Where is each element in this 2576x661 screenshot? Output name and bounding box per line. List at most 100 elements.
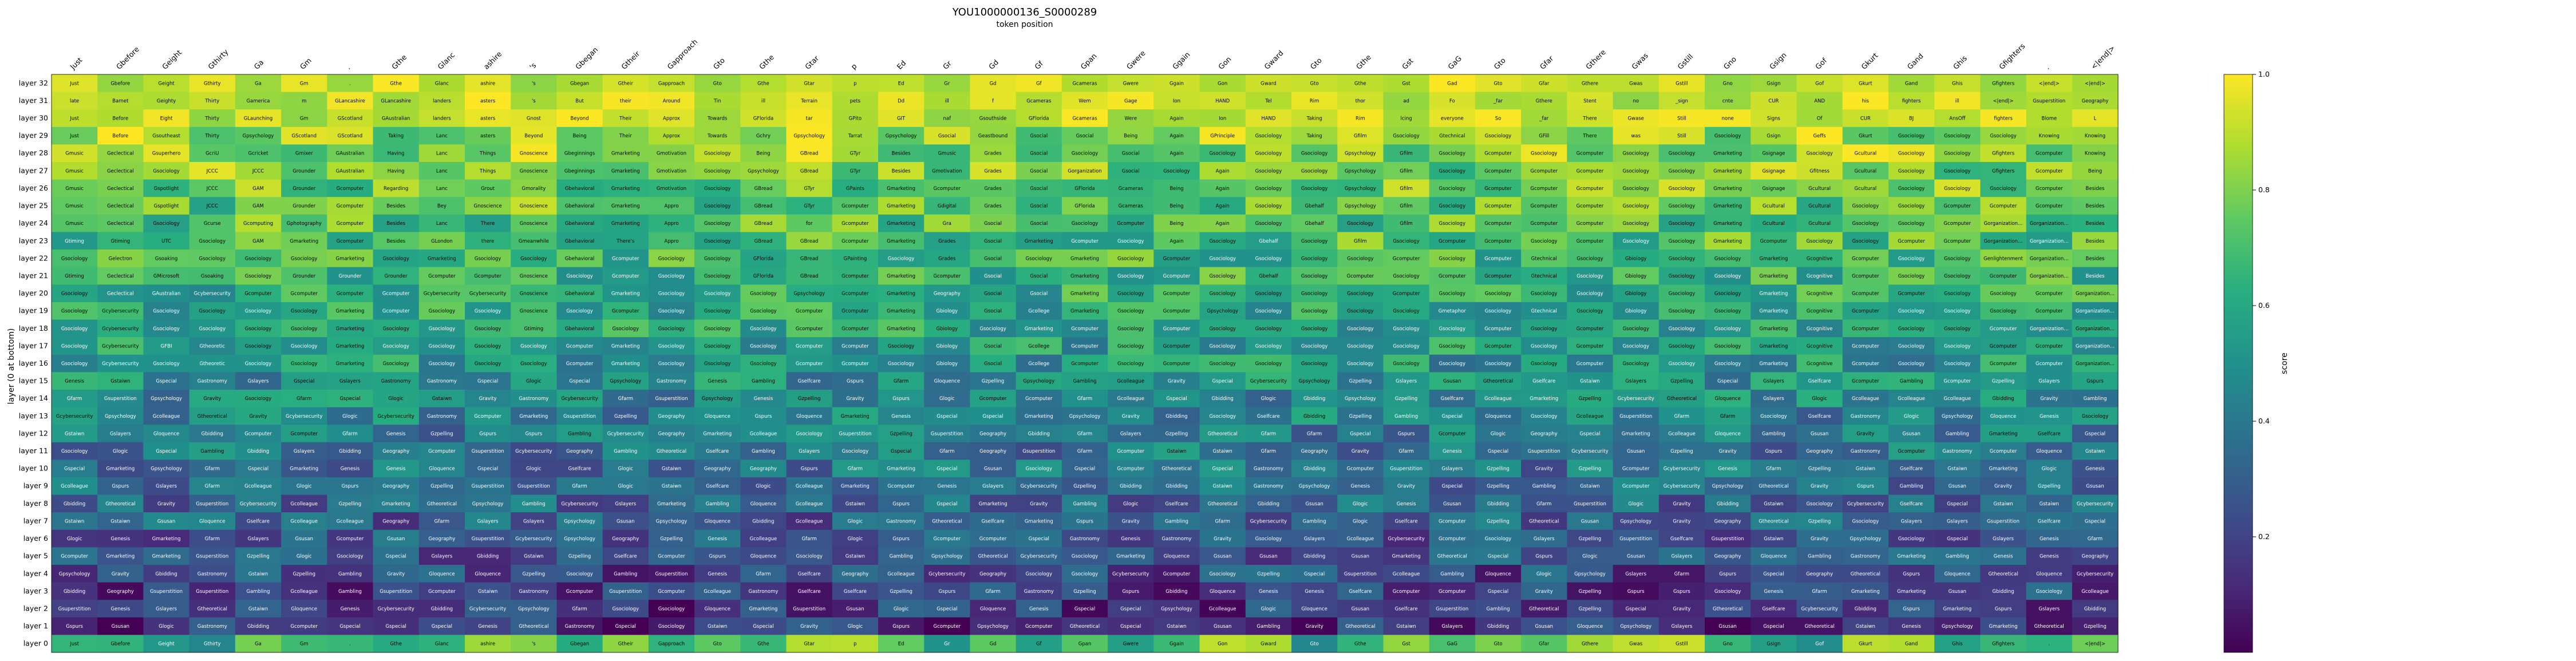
cell-label: Gto	[713, 642, 722, 647]
heatmap-cell	[1383, 232, 1430, 250]
cell-label: Gzpelling	[1579, 396, 1602, 402]
cell-label: Gpsychology	[1345, 186, 1376, 192]
heatmap-cell	[1980, 126, 2026, 145]
cell-label: Gsociology	[1301, 239, 1327, 244]
cell-label: Gcolleague	[750, 431, 777, 437]
heatmap-cell	[2026, 372, 2073, 390]
heatmap-cell	[281, 389, 327, 407]
cell-label: Gsociology	[520, 343, 547, 349]
heatmap-cell	[1245, 529, 1292, 548]
heatmap-cell	[924, 372, 970, 390]
cell-label: Gcomputer	[841, 239, 869, 244]
cell-label: Gsuperstition	[1344, 571, 1377, 577]
heatmap-cell	[235, 74, 282, 93]
heatmap-cell	[1429, 144, 1476, 163]
heatmap-cell	[1934, 425, 1981, 443]
cell-label: Gsusan	[1535, 624, 1553, 630]
cell-label: Grades	[938, 256, 956, 262]
heatmap-cell	[2026, 494, 2073, 513]
cell-label: Gsociology	[1669, 221, 1695, 227]
cell-label: Gambling	[1900, 484, 1923, 489]
heatmap-cell	[1199, 512, 1246, 531]
x-tick-label: Ghis	[1951, 54, 1969, 71]
heatmap-cell	[1567, 425, 1613, 443]
heatmap-cell	[1245, 442, 1292, 460]
heatmap-cell	[418, 319, 465, 338]
heatmap-cell	[2026, 126, 2073, 145]
heatmap-cell	[1016, 337, 1062, 355]
cell-label: Gloquence	[153, 431, 179, 437]
heatmap-cell	[786, 92, 833, 110]
cell-label: Gslayers	[156, 484, 177, 489]
heatmap-cell	[1796, 494, 1843, 513]
heatmap-cell	[970, 109, 1017, 128]
heatmap-cell	[1291, 460, 1338, 478]
heatmap-cell	[1245, 232, 1292, 250]
heatmap-cell	[786, 302, 833, 320]
heatmap-cell	[143, 126, 190, 145]
heatmap-cell	[832, 354, 879, 373]
cell-label: Gst	[1402, 642, 1411, 647]
heatmap-cell	[465, 547, 511, 565]
heatmap-cell	[52, 617, 98, 635]
heatmap-cell	[1567, 144, 1613, 163]
cell-label: Gloquence	[704, 606, 730, 612]
heatmap-cell	[1521, 179, 1567, 197]
heatmap-cell	[143, 372, 190, 390]
heatmap-cell	[1888, 477, 1935, 495]
heatmap-cell	[1199, 197, 1246, 215]
cell-label: Gspecial	[1304, 571, 1325, 577]
cell-label: Gtheoretical	[519, 624, 548, 630]
cell-label: Gsociology	[1347, 291, 1373, 297]
cell-label: Gloquence	[1761, 554, 1787, 560]
cell-label: Gcomputer	[1484, 168, 1512, 174]
cell-label: Grounder	[293, 274, 315, 279]
heatmap-cell	[189, 547, 236, 565]
cell-label: Gmarketing	[887, 239, 915, 244]
cell-label: Glogic	[1491, 431, 1506, 437]
cell-label: Gcameras	[1119, 186, 1144, 192]
heatmap-cell	[1796, 354, 1843, 373]
heatmap-cell	[1061, 319, 1108, 338]
cell-label: Gsociology	[1806, 151, 1832, 157]
heatmap-cell	[373, 319, 420, 338]
heatmap-cell	[1199, 547, 1246, 565]
heatmap-cell	[924, 389, 970, 407]
heatmap-cell	[1980, 582, 2026, 600]
cell-label: Gsociology	[1393, 343, 1419, 349]
cell-label: GAustralian	[382, 116, 410, 122]
heatmap-cell	[1383, 214, 1430, 232]
heatmap-cell	[1888, 529, 1935, 548]
cell-label: Gfighters	[1992, 81, 2015, 86]
cell-label: Gsuperstition	[1987, 518, 2020, 524]
cell-label: Gfarm	[1536, 501, 1551, 507]
cell-label: Gravity	[1122, 414, 1140, 419]
heatmap-cell	[2072, 162, 2119, 180]
cell-label: Gcultural	[1854, 186, 1876, 192]
cell-label: Just	[69, 116, 79, 122]
cell-label: Gravity	[479, 396, 497, 402]
cell-label: Gravity	[2040, 396, 2058, 402]
heatmap-cell	[281, 267, 327, 285]
heatmap-cell	[1337, 442, 1384, 460]
heatmap-cell	[602, 197, 649, 215]
heatmap-cell	[1613, 179, 1660, 197]
heatmap-cell	[970, 319, 1017, 338]
cell-label: Genesis	[708, 379, 727, 385]
cell-label: Gcomputer	[1990, 274, 2017, 279]
cell-label: Gsociology	[1301, 361, 1327, 367]
cell-label: Gpsychology	[748, 168, 779, 174]
cell-label: Gcomputer	[1943, 239, 1971, 244]
heatmap-cell	[1383, 389, 1430, 407]
cell-label: Gsociology	[1714, 308, 1741, 314]
heatmap-cell	[740, 425, 787, 443]
heatmap-cell	[327, 512, 373, 531]
heatmap-cell	[740, 442, 787, 460]
cell-label: JCCC	[206, 168, 218, 174]
cell-label: Gambling	[1073, 379, 1097, 385]
cell-label: Gsociology	[1301, 308, 1327, 314]
cell-label: Gtiming	[65, 239, 84, 244]
heatmap-cell	[1016, 179, 1062, 197]
heatmap-cell	[1980, 635, 2026, 653]
cell-label: Gsociology	[796, 431, 822, 437]
